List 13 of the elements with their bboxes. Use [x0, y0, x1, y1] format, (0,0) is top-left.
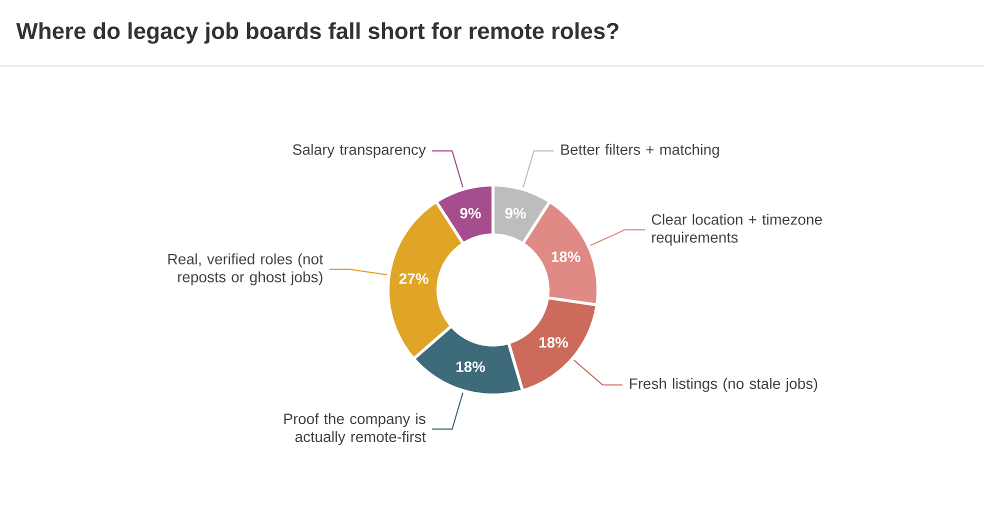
data-label: 18%	[539, 337, 568, 348]
slice-label: Proof the company is actually remote-first	[284, 413, 426, 446]
slice-label: Real, verified roles (not reposts or ghost jobs)	[168, 253, 324, 286]
slice-label: Better filters + matching	[561, 144, 719, 158]
data-label: 9%	[460, 208, 481, 219]
data-label: 9%	[505, 208, 526, 219]
slice-label: Salary transparency	[292, 144, 426, 158]
data-label: 18%	[456, 361, 486, 372]
chart-title: Where do legacy job boards fall short for remote roles?	[16, 22, 618, 44]
data-label: 27%	[399, 273, 428, 284]
slice-label: Fresh listings (no stale jobs)	[630, 378, 818, 392]
data-label: 18%	[552, 251, 580, 262]
slice-label: Clear location + timezone requirements	[652, 214, 822, 246]
